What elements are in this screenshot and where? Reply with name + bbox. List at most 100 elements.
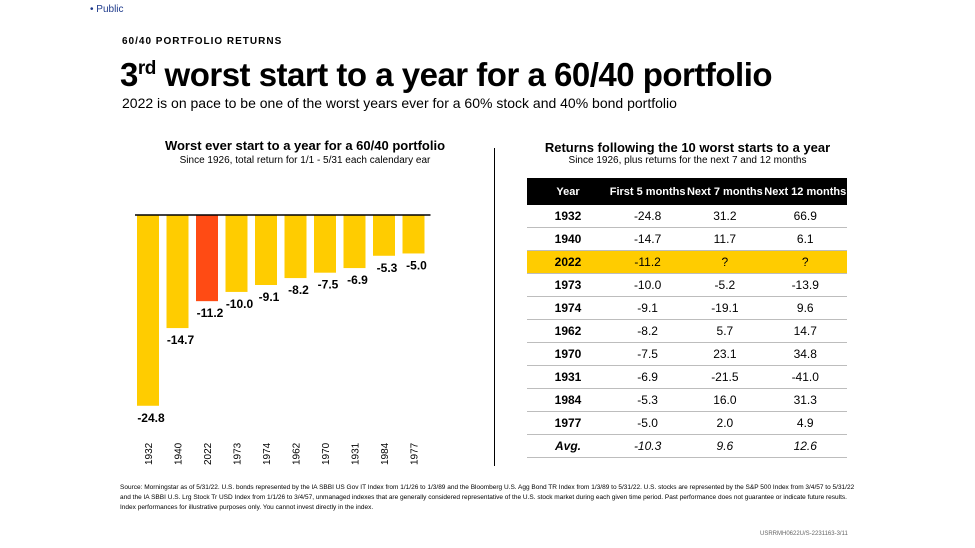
table-cell: -5.0 bbox=[609, 411, 687, 435]
header-first5: First 5 months bbox=[609, 178, 687, 205]
table-row: 1931 -6.9 -21.5 -41.0 bbox=[527, 365, 847, 389]
table-cell: -41.0 bbox=[763, 365, 847, 389]
chart-title: Worst ever start to a year for a 60/40 p… bbox=[164, 138, 446, 153]
table-cell: -6.9 bbox=[609, 365, 687, 389]
x-tick-label: 2022 bbox=[203, 442, 214, 465]
table-cell: 6.1 bbox=[763, 227, 847, 251]
x-tick-label: 1977 bbox=[410, 442, 421, 465]
eyebrow: 60/40 PORTFOLIO RETURNS bbox=[122, 36, 283, 47]
table-avg-cell: Avg. bbox=[527, 434, 609, 458]
bar-value-label: -5.3 bbox=[377, 261, 398, 275]
bar-value-label: -11.2 bbox=[197, 306, 224, 320]
table-cell: 5.7 bbox=[686, 319, 764, 343]
table-row: 1973 -10.0 -5.2 -13.9 bbox=[527, 273, 847, 297]
x-tick-label: 1940 bbox=[174, 442, 185, 465]
table-header-row: Year First 5 months Next 7 months Next 1… bbox=[527, 178, 847, 205]
bar-1970 bbox=[314, 215, 336, 273]
x-tick-label: 1970 bbox=[321, 442, 332, 465]
document-code: USRRMH0622U/S-2231163-3/11 bbox=[760, 531, 848, 537]
table-cell: ? bbox=[763, 250, 847, 274]
table-row: 1940 -14.7 11.7 6.1 bbox=[527, 227, 847, 251]
table-cell: 23.1 bbox=[686, 342, 764, 366]
classification-text: Public bbox=[96, 4, 124, 15]
table-row: 1970 -7.5 23.1 34.8 bbox=[527, 342, 847, 366]
table-cell: 16.0 bbox=[686, 388, 764, 412]
bar-chart: -24.8 1932 -14.7 1940 -11.2 2022 -10.0 1973 -9.1… bbox=[135, 214, 431, 465]
title-ordinal-suffix: rd bbox=[137, 58, 157, 79]
table-cell: 14.7 bbox=[763, 319, 847, 343]
bar-1974 bbox=[255, 215, 277, 285]
table-cell: 2.0 bbox=[686, 411, 764, 435]
table-cell: -5.3 bbox=[609, 388, 687, 412]
table-cell: 1974 bbox=[527, 296, 609, 320]
x-tick-label: 1974 bbox=[262, 442, 273, 465]
x-tick-label: 1984 bbox=[380, 442, 391, 465]
bar-1977 bbox=[402, 215, 425, 254]
bar-1984 bbox=[373, 215, 395, 256]
chart-subtitle: Since 1926, total return for 1/1 - 5/31 … bbox=[179, 155, 431, 166]
x-tick-label: 1932 bbox=[144, 442, 155, 465]
table-cell: 11.7 bbox=[686, 227, 764, 251]
table-row: 1962 -8.2 5.7 14.7 bbox=[527, 319, 847, 343]
table-cell: -21.5 bbox=[686, 365, 764, 389]
table-cell: 9.6 bbox=[763, 296, 847, 320]
table-cell: -10.0 bbox=[609, 273, 687, 297]
bar-2022 bbox=[196, 215, 218, 302]
table-cell: -8.2 bbox=[609, 319, 687, 343]
table-row: 1984 -5.3 16.0 31.3 bbox=[527, 388, 847, 412]
table-cell: -5.2 bbox=[686, 273, 764, 297]
table-cell: 1932 bbox=[527, 205, 609, 228]
title-ordinal: 3 bbox=[120, 56, 138, 93]
bar-value-label: -7.5 bbox=[318, 278, 339, 292]
returns-table: Year First 5 months Next 7 months Next 1… bbox=[527, 178, 847, 458]
divider bbox=[494, 148, 495, 466]
page-title: 3rd worst start to a year for a 60/40 po… bbox=[120, 56, 773, 94]
bar-1962 bbox=[284, 215, 307, 279]
table-cell: -7.5 bbox=[609, 342, 687, 366]
bar-value-label: -10.0 bbox=[226, 297, 254, 311]
table-cell: 1973 bbox=[527, 273, 609, 297]
x-tick-label: 1962 bbox=[292, 442, 303, 465]
bar-value-label: -9.1 bbox=[259, 290, 280, 304]
table-cell: -11.2 bbox=[609, 250, 687, 274]
table-title: Returns following the 10 worst starts to… bbox=[544, 140, 831, 155]
table-body: 1932 -24.8 31.2 66.9 1940 -14.7 11.7 6.1 2022 -11… bbox=[527, 205, 847, 458]
header-next7: Next 7 months bbox=[686, 178, 764, 205]
table-row: 2022 -11.2?? bbox=[527, 250, 847, 274]
table-cell: 1970 bbox=[527, 342, 609, 366]
table-cell: -14.7 bbox=[609, 227, 687, 251]
header-next12: Next 12 months bbox=[763, 178, 847, 205]
table-row: 1932 -24.8 31.2 66.9 bbox=[527, 205, 847, 228]
title-rest: worst start to a year for a 60/40 portfo… bbox=[155, 56, 773, 93]
table-cell: -19.1 bbox=[686, 296, 764, 320]
bar-1931 bbox=[343, 215, 366, 269]
table-cell: 66.9 bbox=[763, 205, 847, 228]
table-cell: -24.8 bbox=[609, 205, 687, 228]
table-avg-cell: -10.3 bbox=[609, 434, 687, 458]
footnote: Source: Morningstar as of 5/31/22. U.S. … bbox=[120, 484, 855, 511]
table-avg-cell: 12.6 bbox=[763, 434, 847, 458]
x-tick-label: 1931 bbox=[351, 442, 362, 465]
classification-label: • Public bbox=[90, 4, 124, 15]
table-cell: 2022 bbox=[527, 250, 609, 274]
header-year: Year bbox=[527, 178, 609, 205]
table-row: 1974 -9.1 -19.1 9.6 bbox=[527, 296, 847, 320]
table-cell: ? bbox=[686, 250, 764, 274]
table-cell: 1984 bbox=[527, 388, 609, 412]
table-cell: 4.9 bbox=[763, 411, 847, 435]
bar-value-label: -8.2 bbox=[288, 283, 309, 297]
table-cell: 1940 bbox=[527, 227, 609, 251]
table-avg-row: Avg. -10.3 9.6 12.6 bbox=[527, 434, 847, 458]
bar-value-label: -5.0 bbox=[406, 258, 427, 272]
bar-1932 bbox=[137, 215, 159, 406]
table-cell: 31.3 bbox=[763, 388, 847, 412]
table-avg-cell: 9.6 bbox=[686, 434, 764, 458]
table-cell: -9.1 bbox=[609, 296, 687, 320]
table-cell: 1977 bbox=[527, 411, 609, 435]
table-row: 1977 -5.0 2.0 4.9 bbox=[527, 411, 847, 435]
page-subtitle: 2022 is on pace to be one of the worst y… bbox=[122, 95, 677, 111]
bar-value-label: -6.9 bbox=[347, 273, 368, 287]
bar-value-label: -24.8 bbox=[137, 411, 165, 425]
table-cell: 31.2 bbox=[686, 205, 764, 228]
table-cell: 1962 bbox=[527, 319, 609, 343]
